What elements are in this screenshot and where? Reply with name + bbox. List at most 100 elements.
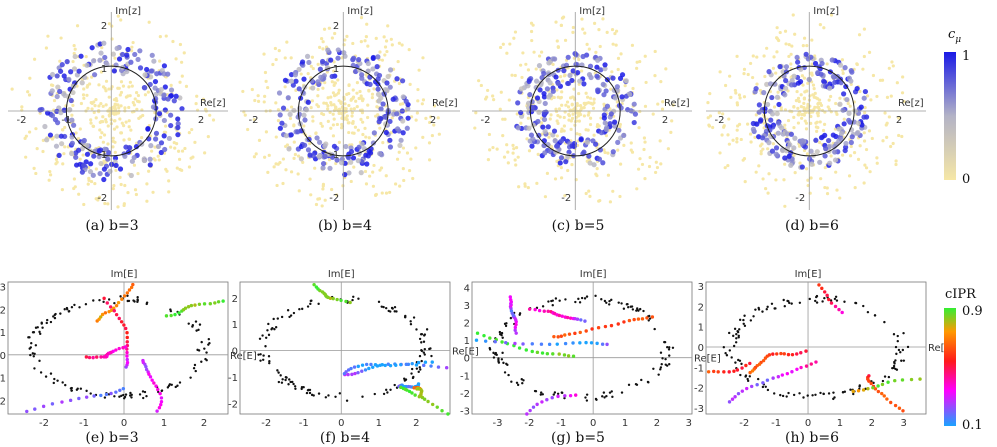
scatter-point bbox=[775, 50, 779, 54]
scatter-point bbox=[521, 342, 525, 346]
scatter-point bbox=[355, 158, 361, 164]
scatter-point bbox=[404, 378, 407, 382]
scatter-point bbox=[50, 402, 55, 406]
scatter-point bbox=[866, 387, 870, 391]
scatter-point bbox=[563, 194, 567, 198]
scatter-point bbox=[614, 84, 620, 90]
scatter-point bbox=[254, 152, 258, 156]
scatter-point bbox=[842, 65, 848, 71]
scatter-point bbox=[277, 125, 283, 131]
x-tick-label: -2 bbox=[480, 115, 490, 126]
scatter-point bbox=[175, 166, 179, 170]
scatter-point bbox=[757, 308, 761, 311]
scatter-point bbox=[338, 392, 342, 395]
scatter-point bbox=[122, 203, 126, 208]
scatter-point bbox=[273, 46, 277, 51]
scatter-point bbox=[402, 178, 406, 183]
scatter-point bbox=[150, 104, 157, 110]
scatter-point bbox=[499, 90, 503, 94]
scatter-point bbox=[157, 158, 161, 162]
data-points bbox=[474, 294, 675, 416]
scatter-point bbox=[555, 134, 559, 138]
scatter-point bbox=[848, 139, 854, 146]
scatter-point bbox=[631, 101, 637, 107]
scatter-point bbox=[805, 89, 809, 93]
scatter-point bbox=[798, 301, 802, 304]
scatter-point bbox=[549, 113, 553, 117]
scatter-point bbox=[826, 85, 833, 91]
scatter-point bbox=[275, 183, 279, 188]
scatter-point bbox=[370, 96, 374, 100]
scatter-point bbox=[102, 355, 106, 359]
scatter-point bbox=[508, 295, 512, 299]
scatter-point bbox=[728, 74, 732, 78]
scatter-point bbox=[420, 349, 424, 353]
scatter-point bbox=[351, 119, 355, 124]
scatter-point bbox=[112, 98, 116, 102]
scatter-point bbox=[124, 52, 130, 58]
y-tick-label: -3 bbox=[460, 406, 470, 417]
y-axis-label: Im[E] bbox=[328, 269, 355, 280]
scatter-point bbox=[597, 124, 601, 128]
scatter-point bbox=[353, 371, 357, 376]
scatter-point bbox=[744, 363, 748, 368]
scatter-point bbox=[179, 106, 185, 112]
scatter-point bbox=[569, 143, 575, 149]
scatter-point bbox=[105, 301, 109, 305]
scatter-point bbox=[789, 77, 795, 84]
scatter-point bbox=[146, 90, 150, 94]
scatter-point bbox=[758, 144, 763, 148]
scatter-point bbox=[359, 40, 363, 44]
scatter-point bbox=[56, 152, 62, 159]
y-tick-label: -2 bbox=[0, 396, 6, 407]
scatter-point bbox=[849, 144, 853, 149]
scatter-point bbox=[852, 151, 857, 155]
scatter-point bbox=[708, 114, 713, 118]
scatter-point bbox=[869, 98, 873, 102]
scatter-point bbox=[900, 378, 905, 382]
scatter-point bbox=[344, 299, 348, 304]
scatter-point bbox=[117, 106, 121, 110]
scatter-point bbox=[571, 30, 575, 35]
scatter-point bbox=[292, 382, 295, 386]
scatter-point bbox=[600, 81, 606, 88]
scatter-point bbox=[302, 142, 308, 148]
scatter-point bbox=[541, 116, 548, 123]
y-tick-label: 1 bbox=[464, 336, 470, 347]
scatter-point bbox=[114, 312, 119, 317]
panel-a: Im[z]Re[z]-2 -1 221-1-2 bbox=[8, 6, 228, 210]
scatter-point bbox=[795, 367, 799, 371]
scatter-point bbox=[540, 124, 546, 130]
scatter-point bbox=[178, 381, 182, 384]
scatter-point bbox=[743, 314, 746, 317]
scatter-point bbox=[167, 190, 171, 194]
scatter-point bbox=[337, 111, 341, 115]
scatter-point bbox=[584, 101, 588, 105]
scatter-point bbox=[605, 301, 608, 304]
scatter-point bbox=[99, 70, 104, 74]
scatter-point bbox=[577, 119, 581, 123]
panel-d: Im[z]Re[z]-2 2-2 bbox=[706, 6, 926, 210]
scatter-point bbox=[668, 346, 671, 349]
scatter-point bbox=[125, 331, 129, 335]
scatter-point bbox=[355, 91, 359, 95]
scatter-point bbox=[99, 315, 103, 319]
scatter-point bbox=[435, 405, 439, 409]
scatter-point bbox=[556, 392, 560, 395]
scatter-point bbox=[280, 381, 284, 384]
scatter-point bbox=[75, 24, 80, 28]
scatter-point bbox=[533, 307, 537, 312]
scatter-point bbox=[102, 300, 105, 304]
scatter-point bbox=[740, 362, 743, 366]
scatter-point bbox=[584, 139, 591, 145]
scatter-point bbox=[635, 60, 639, 64]
scatter-point bbox=[500, 340, 504, 344]
scatter-point bbox=[835, 299, 839, 302]
scatter-point bbox=[556, 113, 560, 118]
scatter-point bbox=[629, 305, 633, 308]
scatter-point bbox=[168, 383, 172, 386]
scatter-point bbox=[323, 81, 327, 85]
scatter-point bbox=[331, 143, 338, 149]
scatter-point bbox=[168, 122, 174, 129]
scatter-point bbox=[117, 316, 121, 321]
